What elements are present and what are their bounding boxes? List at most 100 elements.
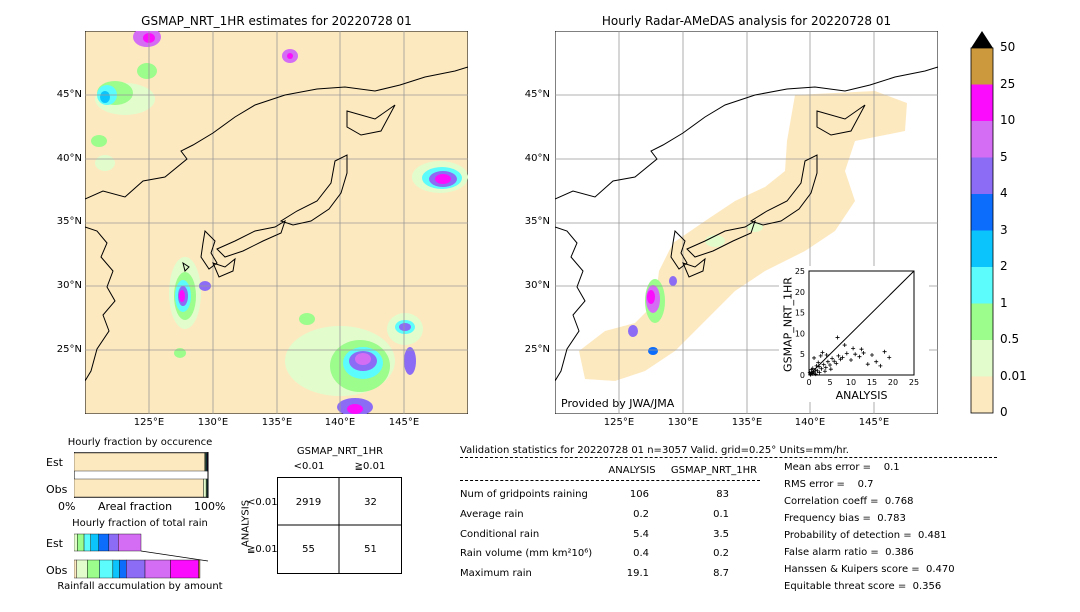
fraction-segment <box>144 559 171 579</box>
scatter-point <box>836 353 841 358</box>
scatter-point <box>825 359 830 364</box>
contingency-cell-b: 32 <box>364 497 377 508</box>
amt-est-label: Est <box>46 537 63 550</box>
validation-row-gsmap: 83 <box>716 489 729 500</box>
scatter-point <box>828 363 832 368</box>
fraction-segment <box>170 559 199 579</box>
scatter-point <box>838 357 843 362</box>
gsmap-rain-field <box>91 31 468 414</box>
scatter-xtick: 25 <box>909 378 919 387</box>
radar-graticule <box>555 31 938 414</box>
left-lon-tick-125: 125°E <box>133 417 165 428</box>
scatter-ytick: 0 <box>800 371 805 380</box>
amt-obs-label: Obs <box>46 564 68 577</box>
occ-axis-right: 100% <box>194 500 226 513</box>
scatter-point <box>878 363 883 368</box>
colorbar-label: 25 <box>1000 76 1016 91</box>
left-lon-tick-130: 130°E <box>197 417 229 428</box>
score-frequency-bias: Frequency bias = 0.783 <box>784 513 906 524</box>
contingency-row-lt: <0.01 <box>247 497 278 508</box>
scatter-point <box>857 354 862 359</box>
scatter-point <box>820 350 825 355</box>
left-lat-tick-45: 45°N <box>56 89 82 100</box>
amount-caption: Rainfall accumulation by amount <box>57 581 223 592</box>
scatter-point <box>817 370 822 375</box>
scatter-point <box>844 351 849 356</box>
scatter-point <box>853 352 858 357</box>
fraction-segment <box>126 559 146 579</box>
occ-obs-bar <box>74 478 209 498</box>
occ-est-bar <box>74 452 209 472</box>
validation-row-gsmap: 0.2 <box>713 548 729 559</box>
scatter-point <box>813 368 818 373</box>
contingency-row-ge: ≧0.01 <box>247 544 278 555</box>
validation-header-rule <box>460 457 997 458</box>
score-ets: Equitable threat score = 0.356 <box>784 581 942 592</box>
gsmap-map <box>85 31 468 414</box>
colorbar-label: 0.5 <box>1000 332 1020 346</box>
colorbar-cell <box>971 48 993 85</box>
fraction-segment <box>108 533 119 552</box>
validation-row-analysis: 5.4 <box>633 529 649 540</box>
validation-row-gsmap: 3.5 <box>713 529 729 540</box>
scatter-inset: 00 5 5 10 10 15 15 20 20 25 25 <box>779 266 929 402</box>
colorbar-cell <box>971 157 993 194</box>
scatter-point <box>824 353 829 358</box>
validation-table-rule <box>460 480 760 481</box>
fraction-segment <box>99 559 114 579</box>
colorbar-label: 10 <box>1000 113 1016 127</box>
fraction-segment <box>76 559 88 579</box>
colorbar-cell <box>971 84 993 121</box>
scatter-xtick: 15 <box>867 378 877 387</box>
fraction-segment <box>77 533 85 552</box>
scatter-point <box>865 362 870 367</box>
fraction-segment <box>98 533 110 552</box>
validation-header: Validation statistics for 20220728 01 n=… <box>460 445 849 456</box>
right-lon-tick-130: 130°E <box>667 417 699 428</box>
right-lat-tick-30: 30°N <box>524 280 550 291</box>
radar-credit: Provided by JWA/JMA <box>561 397 675 410</box>
scatter-point <box>814 363 819 368</box>
right-lat-tick-35: 35°N <box>524 216 550 227</box>
score-correlation: Correlation coeff = 0.768 <box>784 496 914 507</box>
score-far: False alarm ratio = 0.386 <box>784 547 914 558</box>
left-lon-tick-145: 145°E <box>388 417 420 428</box>
fraction-segment <box>203 478 207 498</box>
validation-col-analysis: ANALYSIS <box>608 465 656 476</box>
occ-est-label: Est <box>46 456 63 469</box>
score-mae: Mean abs error = 0.1 <box>784 462 900 473</box>
left-lon-tick-140: 140°E <box>324 417 356 428</box>
scatter-point <box>832 359 837 364</box>
scatter-point <box>821 362 826 367</box>
scatter-point <box>851 346 856 351</box>
validation-row-label: Rain volume (mm km²10⁶) <box>460 548 593 559</box>
scatter-point <box>819 366 824 371</box>
fraction-segment <box>74 533 78 552</box>
occ-axis-mid: Areal fraction <box>97 500 173 513</box>
validation-row-label: Average rain <box>460 509 524 520</box>
validation-row-analysis: 19.1 <box>626 568 649 579</box>
occ-obs-label: Obs <box>46 483 68 496</box>
fraction-segment <box>118 533 142 552</box>
score-rmse: RMS error = 0.7 <box>784 479 874 490</box>
colorbar-label: 50 <box>1000 40 1016 54</box>
colorbar-cell <box>971 121 993 158</box>
scatter-ytick: 5 <box>800 350 805 359</box>
scatter-point <box>817 364 822 369</box>
gsmap-coastline <box>85 66 468 382</box>
colorbar-cell <box>971 230 993 267</box>
scatter-point <box>849 358 853 363</box>
left-map-title: GSMAP_NRT_1HR estimates for 20220728 01 <box>141 14 412 28</box>
scatter-point <box>812 355 817 360</box>
scatter-ylabel: GSMAP_NRT_1HR <box>781 277 795 372</box>
contingency-col-ge: ≧0.01 <box>354 461 386 472</box>
score-hk: Hanssen & Kuipers score = 0.470 <box>784 564 955 575</box>
colorbar-label: 5 <box>1000 149 1008 164</box>
contingency-cell-d: 51 <box>364 544 377 555</box>
scatter-point <box>818 353 823 358</box>
colorbar-extend-arrow <box>971 31 993 48</box>
colorbar-label: 4 <box>1000 186 1008 200</box>
right-lat-tick-45: 45°N <box>524 89 550 100</box>
scatter-point <box>816 360 821 365</box>
scatter-xtick: 10 <box>846 378 856 387</box>
